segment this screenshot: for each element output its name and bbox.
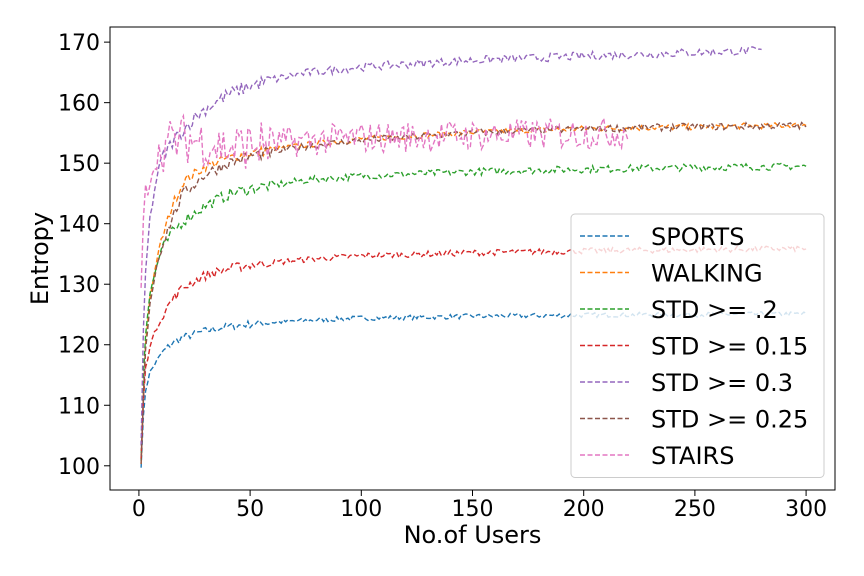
legend-label: STD >= 0.25 — [651, 406, 808, 434]
series-line-std-0-15 — [140, 244, 807, 459]
legend-label: STD >= 0.15 — [651, 333, 808, 361]
x-tick-label: 0 — [132, 497, 146, 522]
legend-label: STD >= .2 — [651, 296, 778, 324]
legend-box — [570, 213, 825, 478]
x-axis-label: No.of Users — [404, 521, 542, 549]
legend: SPORTS WALKING STD >= .2 STD >= 0.15 STD >= … — [570, 213, 825, 478]
series-lines — [140, 46, 807, 468]
y-axis-label: Entropy — [26, 212, 54, 305]
y-tick-label: 110 — [58, 394, 100, 419]
x-tick-label: 150 — [452, 497, 494, 522]
series-line-std-2 — [140, 162, 807, 461]
y-tick-label: 150 — [58, 152, 100, 177]
legend-label: STAIRS — [651, 442, 734, 470]
y-tick-label: 140 — [58, 213, 100, 238]
series-line-std-0-3 — [140, 46, 762, 446]
y-tick-label: 170 — [58, 31, 100, 56]
x-tick-label: 200 — [563, 497, 605, 522]
y-axis-ticks: 100 110 120 130 140 150 160 170 — [58, 31, 110, 480]
x-tick-label: 300 — [785, 497, 827, 522]
y-tick-label: 120 — [58, 334, 100, 359]
x-tick-label: 250 — [674, 497, 716, 522]
series-line-stairs — [140, 113, 629, 288]
y-tick-label: 160 — [58, 92, 100, 117]
series-line-std-0-25 — [140, 121, 807, 464]
legend-label: STD >= 0.3 — [651, 369, 793, 397]
legend-label: WALKING — [651, 260, 763, 288]
x-axis-ticks: 0 50 100 150 200 250 300 — [132, 490, 827, 522]
y-tick-label: 100 — [58, 455, 100, 480]
x-tick-label: 50 — [236, 497, 264, 522]
y-tick-label: 130 — [58, 273, 100, 298]
x-tick-label: 100 — [340, 497, 382, 522]
legend-label: SPORTS — [651, 223, 744, 251]
